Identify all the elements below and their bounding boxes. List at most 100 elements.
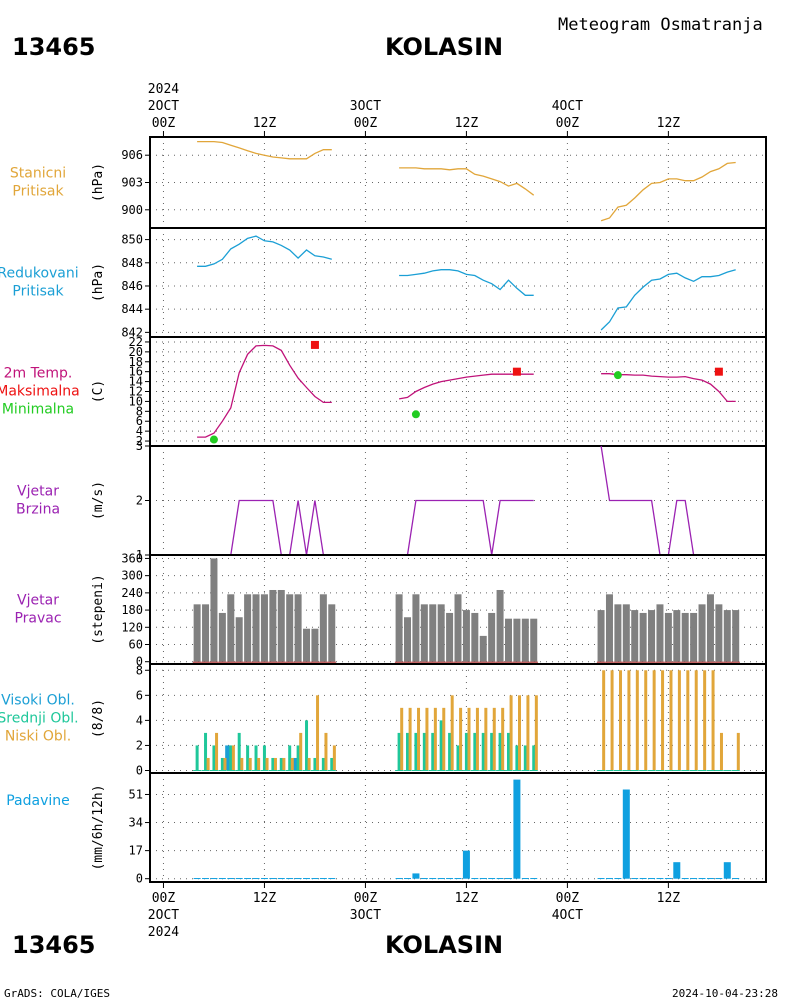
cloud-bar	[492, 707, 496, 771]
series-line	[197, 235, 332, 267]
cloud-bar	[262, 745, 266, 771]
cloud-bar	[518, 695, 522, 771]
wind-dir-bar	[504, 618, 512, 662]
x-tick-label: 12Z	[455, 116, 479, 131]
precip-bar	[631, 878, 639, 880]
panel-title-line: Brzina	[16, 502, 60, 518]
x-tick-label: 12Z	[657, 891, 681, 906]
x-tick-label: 12Z	[253, 116, 277, 131]
time-axis-top: 00Z 12Z 00Z 12Z 00Z 12Z 2OCT 3OCT 4OCT 2024	[148, 82, 680, 137]
wind-dir-bar	[218, 612, 226, 662]
cloud-bar	[206, 757, 210, 771]
y-tick-label: 4	[136, 713, 143, 727]
wind-dir-bar	[664, 612, 672, 662]
panel-title-line: 2m Temp.	[4, 366, 73, 382]
wind-dir-bar	[614, 604, 622, 662]
cloud-bar	[686, 670, 690, 771]
x-day-label: 3OCT	[350, 908, 381, 923]
cloud-bar	[652, 670, 656, 771]
cloud-bar	[248, 757, 252, 771]
y-axis-label: (m/s)	[91, 481, 106, 520]
wind-dir-bar	[260, 594, 268, 662]
precip-bar	[319, 878, 327, 880]
cloud-bar	[618, 670, 622, 771]
y-axis-label: (8/8)	[91, 699, 106, 738]
precip-bar	[496, 878, 504, 880]
precip-bar	[235, 878, 243, 880]
y-tick-label: 16	[129, 365, 143, 379]
cloud-bar	[677, 670, 681, 771]
precip-bar	[530, 878, 538, 880]
cloud-bar	[330, 757, 334, 771]
y-tick-label: 8	[136, 663, 143, 677]
precip-bar	[395, 878, 403, 880]
precip-bar	[639, 878, 647, 880]
cloud-bar	[635, 670, 639, 771]
cloud-bar	[464, 732, 468, 771]
wind-dir-bar	[706, 594, 714, 662]
cloud-bar	[240, 757, 244, 771]
cloud-bar	[237, 732, 241, 771]
precip-bar	[471, 878, 479, 880]
series-line	[601, 373, 736, 403]
y-tick-label: 0	[136, 872, 143, 886]
precip-bar	[521, 878, 529, 880]
wind-dir-bar	[193, 604, 201, 662]
cloud-bar	[332, 745, 336, 771]
footer-left: GrADS: COLA/IGES	[4, 987, 110, 1000]
cloud-bar	[307, 757, 311, 771]
cloud-bar	[498, 732, 502, 771]
wind-dir-bar	[479, 635, 487, 662]
wind-dir-bar	[412, 594, 420, 662]
precip-bar	[479, 878, 487, 880]
y-tick-label: 900	[121, 203, 143, 217]
panel-precipitation: 0 17 34 51 (mm/6h/12h) Padavine	[6, 772, 767, 886]
precip-bar	[454, 878, 462, 880]
wind-dir-bar	[681, 612, 689, 662]
series-line	[399, 167, 535, 196]
y-tick-label: 51	[129, 787, 143, 801]
x-day-label: 2OCT	[148, 908, 179, 923]
cloud-bar	[231, 745, 235, 771]
y-tick-label: 844	[121, 302, 143, 316]
cloud-bar	[257, 757, 261, 771]
wind-dir-bar	[462, 610, 470, 662]
tmax-marker	[714, 367, 723, 376]
precip-bar	[656, 878, 664, 880]
cloud-bar	[467, 707, 471, 771]
panel-frame	[149, 227, 767, 338]
precip-bar	[488, 878, 496, 880]
cloud-bar	[515, 745, 519, 771]
wind-dir-bar	[269, 589, 277, 662]
precip-bar	[504, 878, 512, 880]
y-tick-label: 6	[136, 688, 143, 702]
cloud-bar	[442, 707, 446, 771]
wind-dir-bar	[471, 612, 479, 662]
precip-bar	[723, 862, 731, 879]
precip-bar	[218, 878, 226, 880]
product-title: Meteogram Osmatranja	[558, 15, 763, 35]
y-tick-label: 34	[129, 816, 143, 830]
cloud-bar	[195, 745, 199, 771]
cloud-bar	[736, 732, 740, 771]
wind-dir-bar	[488, 612, 496, 662]
cloud-bar	[225, 745, 232, 771]
wind-dir-bar	[715, 604, 723, 662]
wind-dir-bar	[244, 594, 252, 662]
series-line	[399, 269, 534, 296]
panel-title-line: Pravac	[14, 611, 61, 627]
panel-title-line: Stanicni	[10, 166, 66, 182]
cloud-bar	[501, 707, 505, 771]
wind-dir-bar	[454, 594, 462, 662]
x-day-label: 2OCT	[148, 99, 179, 114]
cloud-bar	[425, 707, 429, 771]
precip-bar	[732, 878, 740, 880]
cloud-bar	[526, 695, 530, 771]
wind-dir-bar	[698, 604, 706, 662]
x-day-label: 4OCT	[552, 908, 583, 923]
precip-bar	[690, 878, 698, 880]
cloud-bar	[484, 707, 488, 771]
cloud-bar	[456, 745, 460, 771]
